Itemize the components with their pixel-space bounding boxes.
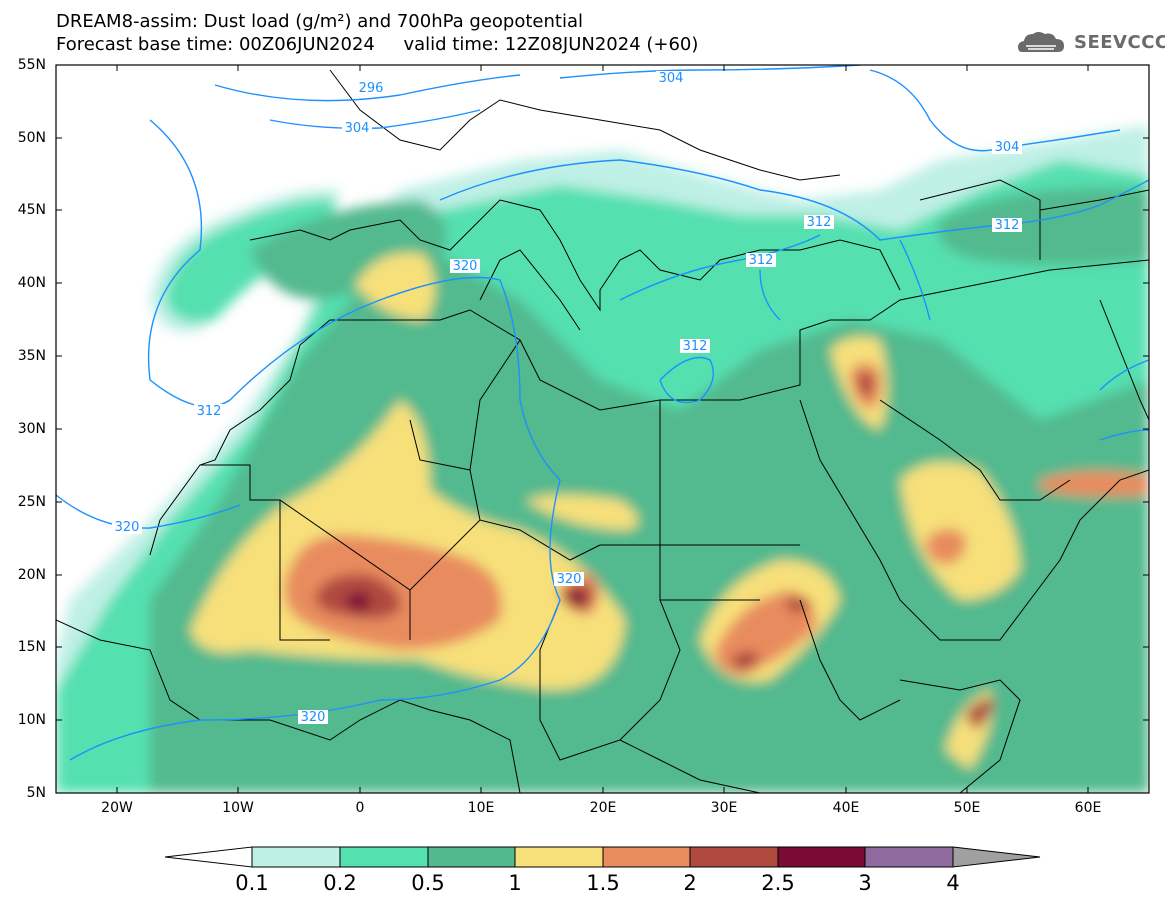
- svg-text:312: 312: [683, 339, 708, 354]
- lat-tick-label: 35N: [17, 348, 46, 364]
- lat-tick-label: 15N: [17, 639, 46, 655]
- lon-tick-label: 60E: [1074, 800, 1102, 816]
- lon-tick-label: 20W: [101, 800, 133, 816]
- geopotential-contours: [56, 65, 1149, 761]
- contour-label: 312: [992, 218, 1022, 233]
- contour-label: 320: [554, 572, 584, 587]
- logo-text: SEEVCCC: [1074, 32, 1165, 53]
- dust-level-2-5: [345, 592, 371, 612]
- contour-label: 304: [342, 121, 372, 136]
- lon-tick-label: 10E: [467, 800, 495, 816]
- colorbar-label: 3: [858, 871, 872, 895]
- contour-label: 312: [746, 253, 776, 268]
- svg-text:320: 320: [453, 259, 478, 274]
- lon-tick-label: 50E: [953, 800, 981, 816]
- lat-tick-label: 45N: [17, 202, 46, 218]
- colorbar-bin: [251, 846, 341, 868]
- lat-tick-label: 40N: [17, 275, 46, 291]
- country-borders: [56, 69, 1149, 793]
- map-frame: [55, 64, 1150, 794]
- lon-tick-label: 30E: [710, 800, 738, 816]
- cloud-logo-icon: [1018, 32, 1064, 52]
- lat-tick-label: 10N: [17, 712, 46, 728]
- contour-label: 304: [992, 140, 1022, 155]
- colorbar-over-arrow: [952, 846, 1041, 868]
- colorbar-label: 1.5: [586, 871, 620, 895]
- lon-tick-label: 20E: [589, 800, 617, 816]
- colorbar-label: 0.1: [235, 871, 269, 895]
- colorbar-bin: [514, 846, 604, 868]
- svg-text:304: 304: [659, 71, 684, 86]
- colorbar-bin: [777, 846, 866, 868]
- colorbar-under-arrow: [164, 846, 253, 868]
- contour-label: 296: [356, 81, 386, 96]
- lat-tick-label: 20N: [17, 567, 46, 583]
- colorbar-label: 0.2: [323, 871, 357, 895]
- lat-tick-label: 30N: [17, 421, 46, 437]
- svg-text:320: 320: [115, 520, 140, 535]
- lat-tick-label: 50N: [17, 130, 46, 146]
- svg-text:312: 312: [749, 253, 774, 268]
- contour-label: 320: [298, 710, 328, 725]
- map-title: DREAM8-assim: Dust load (g/m²) and 700hP…: [56, 11, 583, 32]
- colorbar-label: 0.5: [411, 871, 445, 895]
- axis-ticks: [56, 64, 1149, 794]
- contour-label: 320: [450, 259, 480, 274]
- colorbar-label: 4: [946, 871, 960, 895]
- colorbar-bin: [427, 846, 516, 868]
- svg-text:312: 312: [995, 218, 1020, 233]
- colorbar-bin: [864, 846, 954, 868]
- colorbar: [164, 846, 1041, 868]
- lat-tick-label: 55N: [17, 57, 46, 73]
- colorbar-label: 2.5: [761, 871, 795, 895]
- svg-text:312: 312: [807, 215, 832, 230]
- svg-text:320: 320: [557, 572, 582, 587]
- svg-text:312: 312: [197, 404, 222, 419]
- colorbar-label: 2: [683, 871, 697, 895]
- colorbar-label: 1: [508, 871, 522, 895]
- contour-label: 312: [680, 339, 710, 354]
- colorbar-bin: [339, 846, 429, 868]
- svg-text:320: 320: [301, 710, 326, 725]
- colorbar-bin: [689, 846, 779, 868]
- colorbar-bin: [602, 846, 691, 868]
- contour-label: 320: [112, 520, 142, 535]
- contour-labels: 296 304 304 304 312 312 312 312 312 320 …: [112, 71, 1022, 725]
- lon-tick-label: 0: [355, 800, 365, 816]
- svg-text:304: 304: [345, 121, 370, 136]
- contour-label: 312: [804, 215, 834, 230]
- svg-text:304: 304: [995, 140, 1020, 155]
- lat-tick-label: 25N: [17, 494, 46, 510]
- svg-text:296: 296: [359, 81, 384, 96]
- contour-label: 304: [656, 71, 686, 86]
- lon-tick-label: 40E: [832, 800, 860, 816]
- lat-tick-label: 5N: [26, 785, 46, 801]
- contour-label: 312: [194, 404, 224, 419]
- dust-field: [56, 125, 1149, 793]
- map-subtitle: Forecast base time: 00Z06JUN2024 valid t…: [56, 34, 699, 55]
- lon-tick-label: 10W: [222, 800, 254, 816]
